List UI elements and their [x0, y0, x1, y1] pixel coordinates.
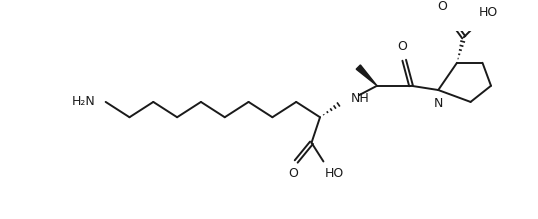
Polygon shape — [356, 65, 377, 86]
Text: H₂N: H₂N — [72, 95, 95, 108]
Text: HO: HO — [479, 6, 498, 19]
Text: HO: HO — [325, 167, 344, 180]
Text: N: N — [434, 97, 443, 110]
Text: NH: NH — [351, 92, 370, 105]
Text: O: O — [398, 41, 407, 53]
Text: O: O — [288, 167, 298, 180]
Text: O: O — [437, 0, 447, 13]
